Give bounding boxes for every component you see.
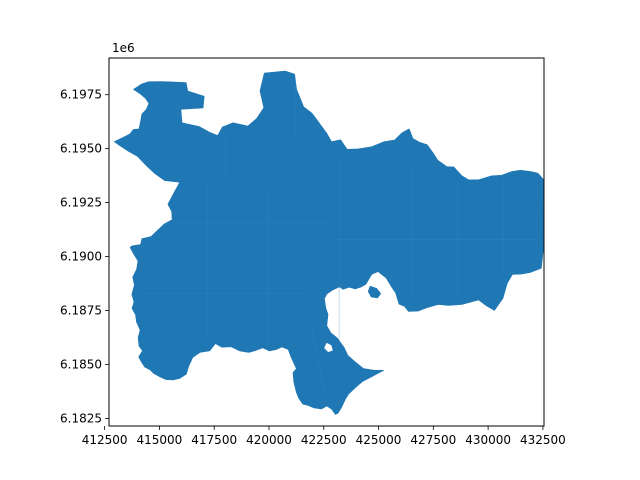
- x-tick-label-5: 425000: [356, 433, 402, 447]
- boundary-line-7: [310, 323, 327, 400]
- y-tick-label-3: 6.1900: [60, 250, 102, 264]
- axes-frame: [108, 57, 545, 427]
- x-tick-label-1: 415000: [136, 433, 182, 447]
- y-axis-offset-label: 1e6: [112, 41, 135, 55]
- x-tick-label-6: 427500: [410, 433, 456, 447]
- y-tick-label-5: 6.1950: [60, 142, 102, 156]
- internal-boundaries: [144, 77, 541, 400]
- y-tick-label-4: 6.1925: [60, 196, 102, 210]
- y-tick-label-0: 6.1825: [60, 411, 102, 425]
- region-polygon: [114, 70, 544, 415]
- x-tick-label-0: 412500: [82, 433, 128, 447]
- x-axis: 412500 415000 417500 420000 422500 425000 4275…: [82, 426, 566, 447]
- plot-area: [114, 70, 544, 415]
- y-tick-label-2: 6.1875: [60, 304, 102, 318]
- x-tick-label-8: 432500: [520, 433, 566, 447]
- x-tick-label-4: 422500: [301, 433, 347, 447]
- x-tick-label-2: 417500: [191, 433, 237, 447]
- x-tick-label-3: 420000: [246, 433, 292, 447]
- y-tick-label-6: 6.1975: [60, 88, 102, 102]
- y-tick-label-1: 6.1850: [60, 357, 102, 371]
- x-tick-label-7: 430000: [465, 433, 511, 447]
- y-axis: 6.1825 6.1850 6.1875 6.1900 6.1925 6.1950 6.19…: [60, 88, 109, 425]
